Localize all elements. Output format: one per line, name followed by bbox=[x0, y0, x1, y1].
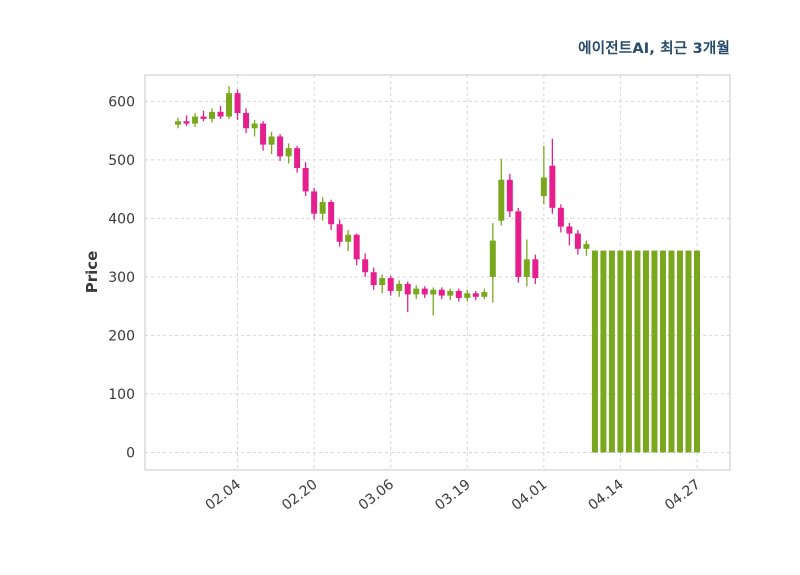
candle-up bbox=[447, 290, 454, 296]
candle-up bbox=[489, 240, 496, 277]
candle-down bbox=[566, 226, 573, 234]
candle-up bbox=[345, 234, 352, 242]
y-tick-label: 0 bbox=[126, 445, 135, 461]
candle-down bbox=[370, 272, 377, 286]
y-axis-label: Price bbox=[83, 251, 101, 294]
candle-down bbox=[336, 224, 343, 242]
y-tick-label: 300 bbox=[108, 270, 135, 286]
candle-down bbox=[421, 288, 428, 295]
candle-up bbox=[685, 250, 692, 453]
candle-down bbox=[438, 289, 445, 296]
candle-up bbox=[659, 250, 666, 453]
candle-up bbox=[694, 250, 700, 453]
candle-down bbox=[294, 148, 301, 169]
candle-up bbox=[209, 111, 216, 119]
candle-down bbox=[234, 93, 241, 114]
x-tick-label: 04.14 bbox=[585, 476, 627, 513]
candle-down bbox=[557, 207, 564, 227]
candle-up bbox=[285, 148, 292, 157]
candle-down bbox=[260, 123, 267, 145]
candle-down bbox=[243, 113, 250, 129]
y-tick-label: 500 bbox=[108, 153, 135, 169]
x-tick-label: 04.01 bbox=[509, 477, 550, 514]
candle-up bbox=[192, 116, 199, 124]
candle-down bbox=[328, 201, 335, 225]
candle-up bbox=[319, 201, 326, 214]
candle-up bbox=[634, 250, 641, 453]
candle-up bbox=[600, 250, 607, 453]
candle-down bbox=[217, 111, 224, 117]
candle-up bbox=[251, 123, 258, 129]
candle-up bbox=[608, 250, 615, 453]
y-tick-label: 100 bbox=[108, 387, 135, 403]
candle-down bbox=[549, 165, 556, 208]
x-tick-label: 03.19 bbox=[432, 477, 473, 514]
candle-up bbox=[413, 288, 420, 295]
candle-down bbox=[404, 283, 411, 295]
candle-down bbox=[387, 278, 394, 291]
candle-up bbox=[668, 250, 675, 453]
candle-up bbox=[379, 278, 386, 286]
x-tick-label: 02.04 bbox=[203, 476, 245, 513]
y-tick-label: 600 bbox=[108, 94, 135, 110]
plot-border bbox=[144, 74, 731, 471]
candle-down bbox=[353, 234, 360, 260]
candle-up bbox=[651, 250, 658, 453]
candle-up bbox=[268, 136, 275, 145]
x-tick-label: 04.27 bbox=[662, 477, 703, 514]
candle-up bbox=[642, 250, 649, 453]
candle-down bbox=[532, 259, 539, 279]
candle-down bbox=[277, 136, 284, 157]
candle-down bbox=[200, 116, 207, 119]
candle-up bbox=[498, 179, 505, 221]
candle-up bbox=[583, 244, 590, 249]
y-tick-label: 200 bbox=[108, 328, 135, 344]
candle-down bbox=[515, 211, 522, 277]
candle-up bbox=[464, 293, 471, 298]
candle-down bbox=[183, 121, 190, 124]
x-tick-label: 02.20 bbox=[279, 477, 320, 514]
candle-up bbox=[676, 250, 683, 453]
candle-up bbox=[430, 289, 437, 295]
candle-up bbox=[523, 259, 530, 277]
candle-down bbox=[311, 191, 318, 214]
candle-down bbox=[455, 290, 462, 298]
candle-up bbox=[226, 93, 233, 117]
candle-down bbox=[362, 259, 369, 273]
candle-down bbox=[506, 179, 513, 212]
candle-down bbox=[472, 293, 479, 297]
candle-up bbox=[625, 250, 632, 453]
candle-up bbox=[591, 250, 598, 453]
candle-up bbox=[540, 177, 547, 197]
candle-up bbox=[481, 292, 488, 297]
candle-up bbox=[175, 121, 181, 125]
x-tick-label: 03.06 bbox=[356, 476, 398, 513]
chart-title: 에이전트AI, 최근 3개월 bbox=[578, 41, 730, 57]
candle-down bbox=[574, 233, 581, 249]
candle-up bbox=[396, 283, 403, 291]
candle-up bbox=[617, 250, 624, 453]
candle-down bbox=[302, 168, 309, 192]
y-tick-label: 400 bbox=[108, 211, 135, 227]
